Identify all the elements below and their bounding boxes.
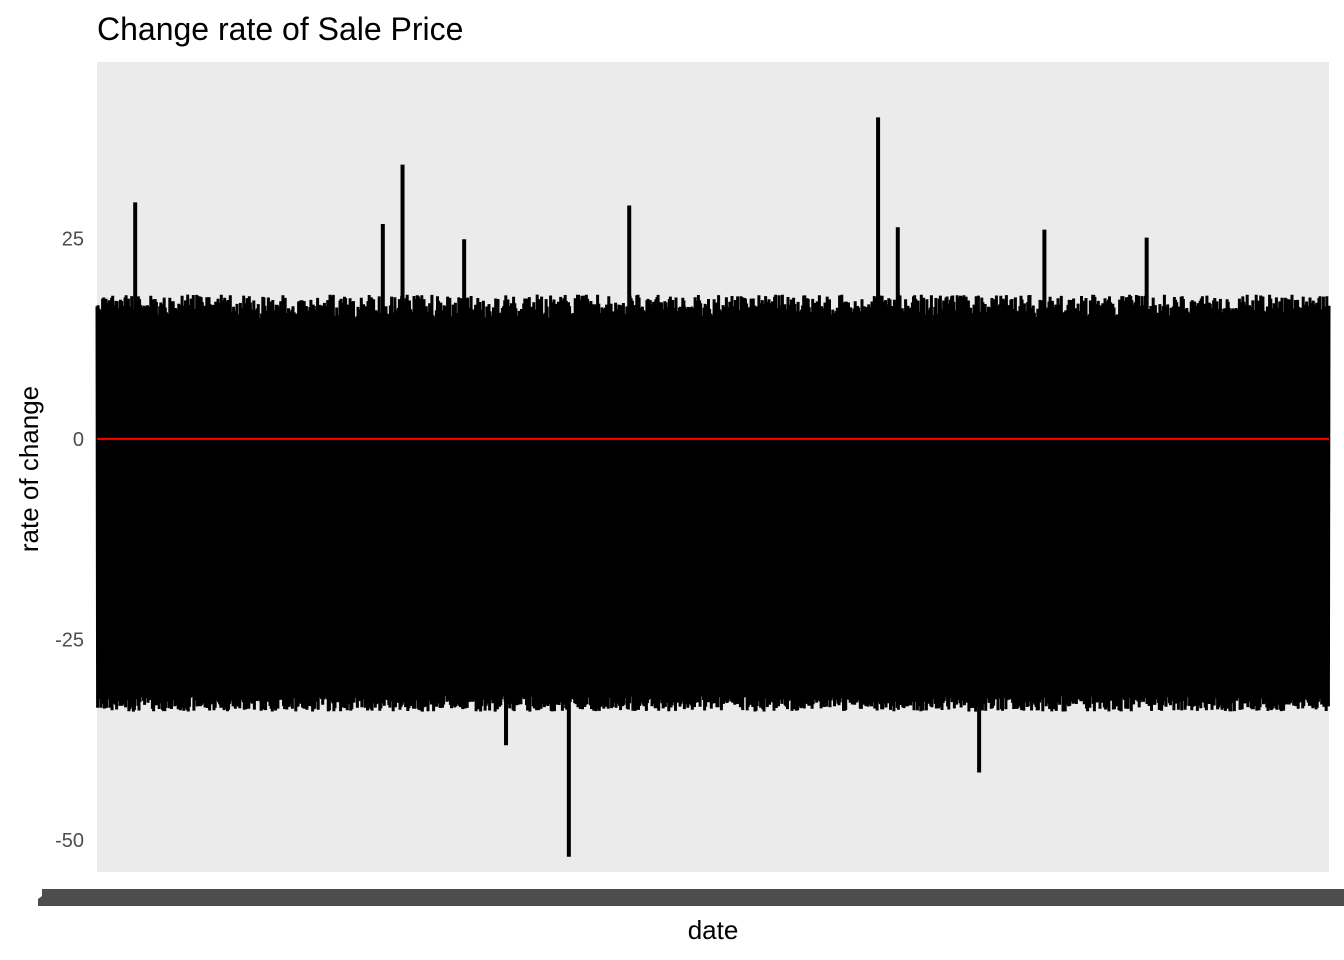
- series-line: [95, 294, 1331, 712]
- x-axis-title: date: [688, 915, 739, 945]
- series-layer: [95, 117, 1331, 857]
- x-tick-labels-smear: [42, 889, 1344, 906]
- y-tick-label: 25: [62, 228, 84, 250]
- x-axis-tick-labels-overplotted: [38, 889, 1344, 906]
- y-tick-label: 0: [73, 429, 84, 451]
- chart-title: Change rate of Sale Price: [97, 11, 463, 47]
- y-tick-label: -25: [55, 629, 84, 651]
- y-axis-ticks: 25 0 -25 -50: [55, 228, 84, 851]
- y-tick-label: -50: [55, 830, 84, 852]
- y-axis-title: rate of change: [14, 386, 44, 552]
- x-tick-labels-smear-edge: [38, 893, 46, 906]
